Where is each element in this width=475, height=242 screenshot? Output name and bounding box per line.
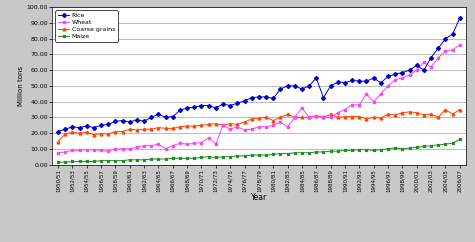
Coarse grains [69,131,75,134]
X-axis label: Year: Year [251,193,267,202]
Rice [55,130,61,133]
Rice [69,125,75,128]
Rice [228,104,233,107]
Line: Rice: Rice [57,17,461,133]
Maize [328,150,333,153]
Maize [335,150,341,153]
Maize [163,158,169,160]
Coarse grains [76,132,82,135]
Maize [55,161,61,164]
Wheat [335,111,341,114]
Coarse grains [335,116,341,119]
Rice [335,81,341,83]
Line: Maize: Maize [57,138,461,164]
Line: Wheat: Wheat [57,44,461,154]
Coarse grains [55,140,61,143]
Y-axis label: Million tons: Million tons [18,66,24,106]
Maize [76,160,82,163]
Legend: Rice, Wheat, Coarse grains, Maize: Rice, Wheat, Coarse grains, Maize [56,10,117,42]
Rice [328,84,333,87]
Wheat [76,149,82,152]
Wheat [457,44,463,46]
Coarse grains [328,113,333,116]
Coarse grains [457,108,463,111]
Wheat [69,149,75,152]
Coarse grains [443,108,448,111]
Line: Coarse grains: Coarse grains [57,108,461,143]
Wheat [228,128,233,131]
Wheat [55,151,61,154]
Rice [457,17,463,20]
Coarse grains [163,127,169,130]
Wheat [163,147,169,150]
Rice [163,116,169,119]
Maize [457,138,463,141]
Coarse grains [228,122,233,125]
Maize [228,155,233,158]
Maize [69,160,75,163]
Wheat [328,116,333,119]
Rice [76,126,82,129]
